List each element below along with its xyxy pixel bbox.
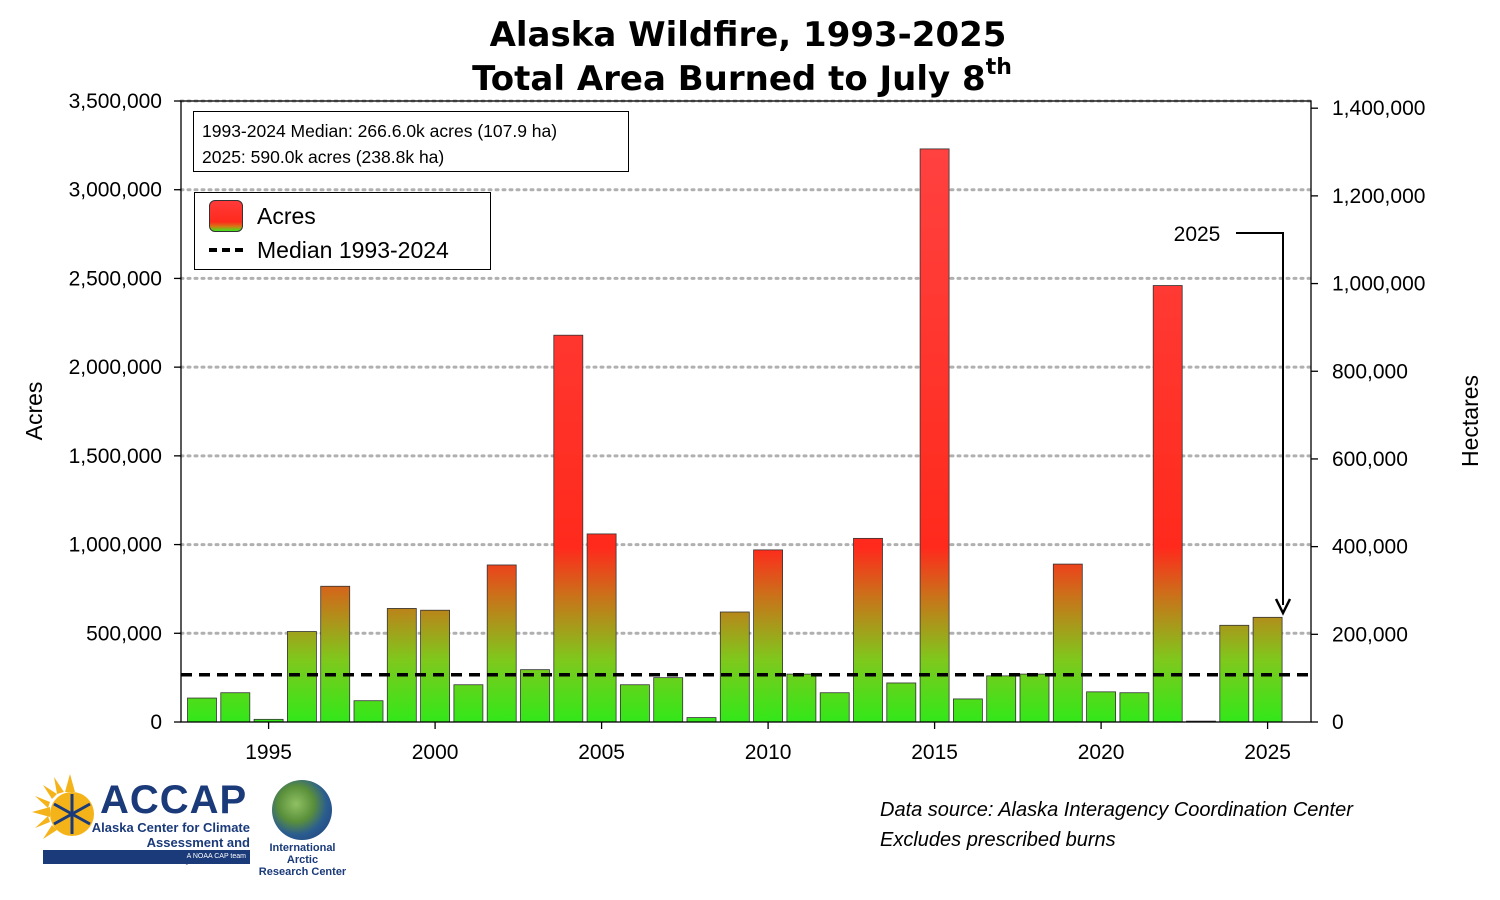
y-tick-label-right: 200,000 xyxy=(1332,623,1408,646)
bar-1999 xyxy=(386,608,417,723)
iarc-name-line2: Research Center xyxy=(258,866,347,878)
y-tick-label-left: 3,000,000 xyxy=(69,179,162,202)
bar-1993 xyxy=(187,697,217,723)
accap-subtitle-line1: Alaska Center for Climate xyxy=(91,820,250,835)
bar-2017 xyxy=(986,675,1017,723)
bar-2001 xyxy=(453,684,484,723)
bar-2025 xyxy=(1252,616,1283,723)
annotation-2025-arrow xyxy=(1236,232,1284,605)
chart-title-superscript: th xyxy=(986,55,1012,80)
y-tick-label-right: 1,400,000 xyxy=(1332,97,1425,120)
annotation-2025-label: 2025 xyxy=(1174,223,1221,246)
bar-2021 xyxy=(1119,692,1150,723)
y-tick-label-right: 0 xyxy=(1332,711,1344,734)
y-axis-label-left: Acres xyxy=(21,382,47,441)
bar-1998 xyxy=(353,700,384,723)
accap-name: ACCAP xyxy=(100,778,248,822)
bar-2002 xyxy=(486,564,517,723)
bar-2013 xyxy=(853,537,883,723)
y-tick-label-left: 1,500,000 xyxy=(69,445,162,468)
current-year-stat-line: 2025: 590.0k acres (238.8k ha) xyxy=(202,147,445,167)
y-tick-label-left: 3,500,000 xyxy=(69,90,162,113)
sun-snowflake-icon xyxy=(32,774,94,839)
bar-2018 xyxy=(1019,673,1050,723)
median-stats-box: 1993-2024 Median: 266.6.0k acres (107.9 … xyxy=(193,111,629,172)
bar-2000 xyxy=(420,609,451,723)
y-tick-label-right: 1,000,000 xyxy=(1332,273,1425,296)
bar-2003 xyxy=(520,669,550,723)
bar-2008 xyxy=(686,717,717,723)
y-tick-label-right: 600,000 xyxy=(1332,448,1408,471)
y-tick-label-left: 1,000,000 xyxy=(69,534,162,557)
bar-1994 xyxy=(220,692,251,723)
exclusion-note-line: Excludes prescribed burns xyxy=(880,829,1116,851)
y-tick-label-left: 2,500,000 xyxy=(69,267,162,290)
y-axis-right: 0 200,000 400,000 600,000 800,000 1,000,000 1,… xyxy=(1311,97,1425,734)
bar-2010 xyxy=(753,549,783,723)
x-tick-label: 2015 xyxy=(911,741,958,764)
x-tick-label: 2025 xyxy=(1244,741,1291,764)
y-tick-label-left: 0 xyxy=(150,711,162,734)
y-axis-label-right: Hectares xyxy=(1457,375,1483,467)
y-tick-label-right: 400,000 xyxy=(1332,536,1408,559)
bar-2006 xyxy=(620,684,650,723)
annotation-2025-arrowhead xyxy=(1274,598,1292,616)
data-source-note: Data source: Alaska Interagency Coordina… xyxy=(880,795,1353,855)
y-tick-label-right: 1,200,000 xyxy=(1332,185,1425,208)
y-tick-label-left: 500,000 xyxy=(86,622,162,645)
legend: Acres Median 1993-2024 xyxy=(194,192,491,270)
bar-2011 xyxy=(786,673,817,723)
iarc-name: International Arctic Research Center xyxy=(255,842,350,878)
x-tick-label: 2005 xyxy=(578,741,625,764)
bar-1997 xyxy=(320,585,351,723)
y-tick-label-right: 800,000 xyxy=(1332,360,1408,383)
median-stat-line: 1993-2024 Median: 266.6.0k acres (107.9 … xyxy=(202,121,558,141)
x-tick-label: 1995 xyxy=(245,741,292,764)
bar-2012 xyxy=(819,692,850,723)
globe-icon xyxy=(272,780,332,840)
bar-1996 xyxy=(286,631,317,723)
plot-frame xyxy=(180,100,1312,723)
legend-item-acres: Acres xyxy=(209,199,316,233)
bar-2022 xyxy=(1152,285,1183,723)
x-tick-label: 2000 xyxy=(412,741,459,764)
accap-tagline: A NOAA CAP team xyxy=(43,850,250,864)
bar-2015 xyxy=(919,148,950,723)
legend-swatch-median xyxy=(209,248,243,252)
bar-2020 xyxy=(1086,691,1116,723)
bar-2014 xyxy=(886,682,917,723)
x-axis: 1995 2000 2005 2010 2015 2020 2025 xyxy=(245,722,1291,764)
x-tick-label: 2010 xyxy=(745,741,792,764)
y-axis-left: 0 500,000 1,000,000 1,500,000 2,000,000 2,500… xyxy=(69,90,181,734)
bar-2019 xyxy=(1052,563,1083,723)
bar-2007 xyxy=(653,677,684,723)
chart-title-line1: Alaska Wildfire, 1993-2025 xyxy=(490,15,1007,55)
chart-title-line2-text: Total Area Burned to July 8 xyxy=(472,59,986,99)
legend-item-median: Median 1993-2024 xyxy=(209,233,449,267)
chart-title-line2: Total Area Burned to July 8th xyxy=(472,55,1012,99)
y-tick-label-left: 2,000,000 xyxy=(69,356,162,379)
bar-2016 xyxy=(953,698,983,723)
legend-label-median: Median 1993-2024 xyxy=(257,236,449,263)
legend-label-acres: Acres xyxy=(257,202,316,229)
gridlines xyxy=(179,99,1313,635)
bar-2005 xyxy=(586,533,617,723)
data-source-line: Data source: Alaska Interagency Coordina… xyxy=(880,799,1353,821)
iarc-name-line1: International Arctic xyxy=(269,842,336,866)
annotation-2025: 2025 xyxy=(1174,223,1292,616)
x-tick-label: 2020 xyxy=(1078,741,1125,764)
bar-2009 xyxy=(719,611,750,723)
legend-swatch-acres xyxy=(209,200,243,232)
bar-2004 xyxy=(553,334,584,723)
